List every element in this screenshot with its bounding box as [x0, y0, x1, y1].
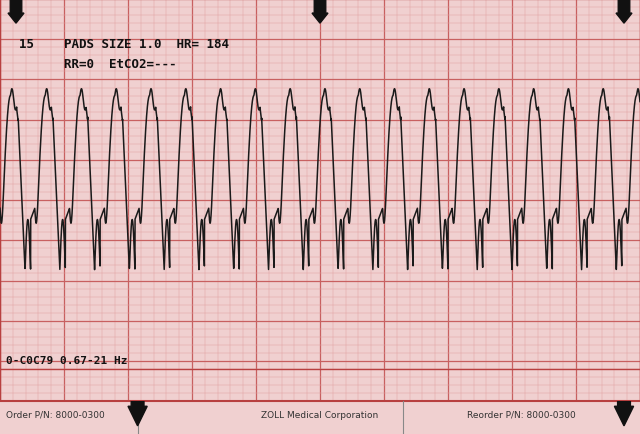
FancyArrow shape — [128, 401, 147, 426]
Text: ZOLL Medical Corporation: ZOLL Medical Corporation — [261, 410, 379, 418]
FancyArrow shape — [312, 0, 328, 24]
FancyArrow shape — [616, 0, 632, 24]
Text: RR=0  EtCO2=---: RR=0 EtCO2=--- — [19, 58, 177, 71]
FancyArrow shape — [8, 0, 24, 24]
Text: 15    PADS SIZE 1.0  HR= 184: 15 PADS SIZE 1.0 HR= 184 — [19, 38, 229, 51]
Text: Reorder P/N: 8000-0300: Reorder P/N: 8000-0300 — [467, 410, 576, 418]
FancyArrow shape — [614, 401, 634, 426]
Text: Order P/N: 8000-0300: Order P/N: 8000-0300 — [6, 410, 105, 418]
Text: 0-C0C79 0.67-21 Hz: 0-C0C79 0.67-21 Hz — [6, 355, 128, 365]
